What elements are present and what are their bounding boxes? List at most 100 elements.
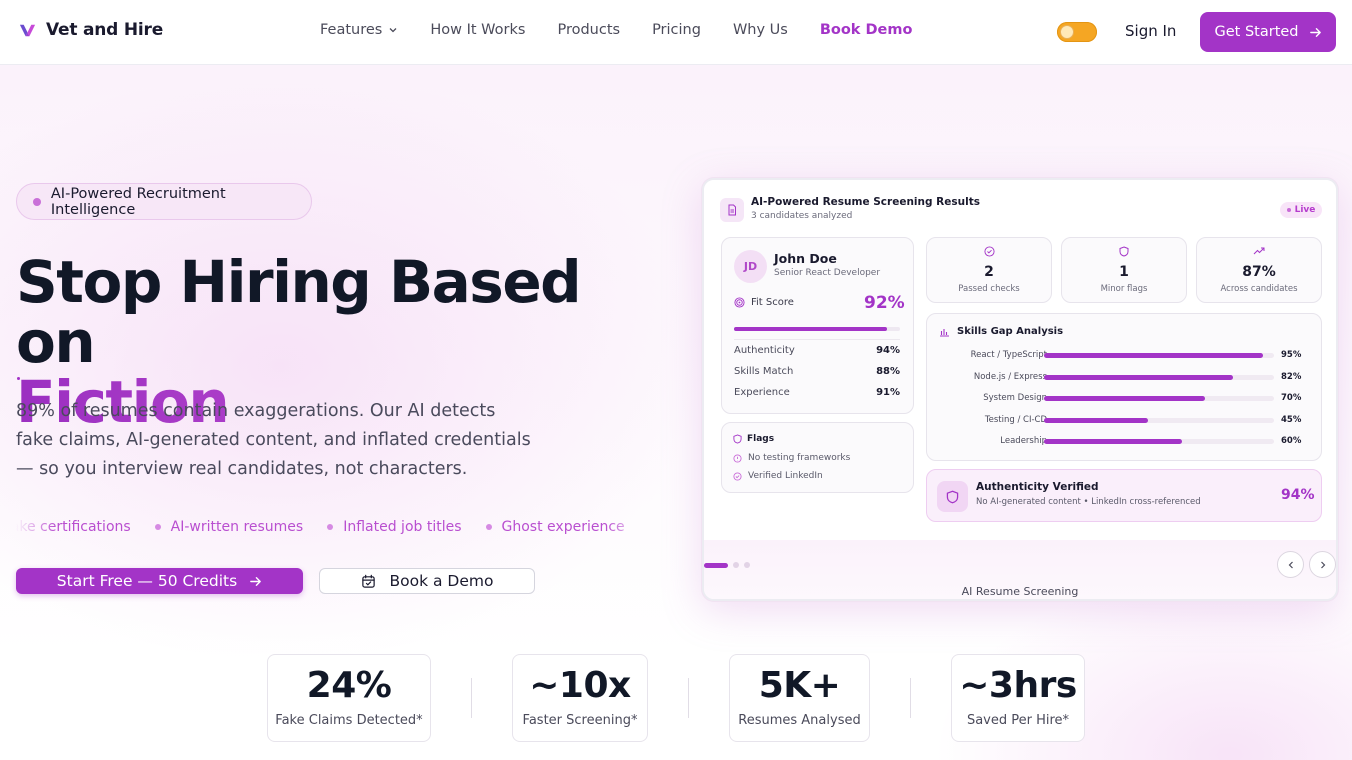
calendar-icon [361, 574, 375, 588]
skill-bar-fill [1044, 417, 1148, 423]
metric-row: Authenticity 94% [734, 345, 900, 356]
book-demo-label: Book a Demo [389, 572, 494, 590]
stat-value: 2 [984, 264, 994, 280]
skill-percent: 95% [1281, 350, 1302, 360]
claims-ticker: Fake certifications AI-written resumes I… [16, 516, 646, 538]
shield-icon [733, 434, 742, 444]
authenticity-card: Authenticity Verified No AI-generated co… [926, 469, 1322, 522]
shield-icon [1062, 246, 1186, 257]
top-nav: Vet and Hire Features How It Works Produ… [0, 0, 1352, 65]
stat-label: Across candidates [1220, 284, 1298, 294]
stat-box-label: Saved Per Hire* [966, 713, 1070, 728]
skill-row: React / TypeScript 95% [939, 350, 1315, 362]
headline-line1: Stop Hiring Based on [16, 248, 582, 376]
metric-label: Authenticity [734, 345, 795, 356]
nav-products[interactable]: Products [557, 22, 621, 38]
target-icon [734, 297, 745, 308]
stat-divider [688, 678, 689, 718]
skill-row: System Design 70% [939, 393, 1315, 405]
skill-name: Leadership [1000, 436, 1047, 446]
carousel-label: AI Resume Screening [961, 585, 1079, 598]
nav-features[interactable]: Features [320, 22, 398, 38]
skill-row: Node.js / Express 82% [939, 372, 1315, 384]
carousel-next-button[interactable] [1309, 551, 1336, 578]
sign-in-link[interactable]: Sign In [1125, 22, 1177, 40]
authenticity-subtitle: No AI-generated content • LinkedIn cross… [976, 497, 1201, 507]
live-dot [1286, 208, 1291, 212]
ticker-track: Fake certifications AI-written resumes I… [16, 519, 646, 535]
stat-box-label: Resumes Analysed [738, 713, 861, 728]
skill-bar-fill [1044, 439, 1182, 444]
fit-score-value: 92% [864, 293, 905, 313]
skill-bar-fill [1044, 353, 1263, 358]
theme-toggle[interactable] [1057, 22, 1097, 42]
avatar: JD [734, 250, 767, 283]
headline-accent: Fiction [16, 372, 676, 432]
skill-bar-track [1044, 417, 1274, 423]
carousel-dot[interactable] [744, 562, 750, 568]
stat-box-value: 5K+ [758, 665, 841, 706]
fit-score-bar [734, 327, 900, 331]
authenticity-value: 94% [1281, 487, 1315, 503]
chevron-down-icon [389, 28, 397, 33]
stat-resumes-analysed: 5K+ Resumes Analysed [729, 654, 870, 742]
flag-item: Verified LinkedIn [733, 471, 823, 481]
stat-box-label: Fake Claims Detected* [275, 713, 423, 728]
authenticity-title: Authenticity Verified [976, 481, 1099, 493]
nav-features-label: Features [320, 22, 383, 38]
ticker-dot [327, 524, 334, 530]
book-demo-button[interactable]: Book a Demo [319, 568, 535, 594]
fit-score-label: Fit Score [734, 297, 794, 308]
carousel-dot[interactable] [733, 562, 739, 568]
stat-box-label: Faster Screening* [522, 713, 638, 728]
vh-logo-icon [19, 24, 36, 36]
carousel-dot-active[interactable] [704, 562, 728, 568]
candidate-role: Senior React Developer [774, 268, 881, 278]
get-started-label: Get Started [1214, 24, 1299, 40]
stat-divider [910, 678, 911, 718]
ticker-item: AI-written resumes [171, 519, 304, 535]
bar-chart-icon [940, 328, 949, 337]
hero-pill-label: AI-Powered Recruitment Intelligence [50, 185, 226, 218]
stat-card-flags: 1 Minor flags [1061, 237, 1187, 303]
flag-text: Verified LinkedIn [748, 471, 823, 481]
skills-title-text: Skills Gap Analysis [957, 326, 1064, 337]
stat-box-value: ~3hrs [959, 665, 1077, 706]
flag-item: No testing frameworks [733, 453, 850, 463]
flag-text: No testing frameworks [748, 453, 851, 463]
ticker-text: Fake certifications [16, 519, 131, 535]
flags-title-text: Flags [747, 434, 775, 444]
hero-headline: Stop Hiring Based on Fiction [16, 252, 676, 432]
nav-book-demo[interactable]: Book Demo [819, 22, 913, 38]
get-started-button[interactable]: Get Started [1200, 12, 1336, 52]
chevron-left-icon [1288, 561, 1293, 568]
skill-name: Node.js / Express [973, 371, 1047, 382]
nav-why-us[interactable]: Why Us [732, 22, 788, 38]
nav-pricing[interactable]: Pricing [652, 22, 701, 38]
dashboard-title: AI-Powered Resume Screening Results [751, 196, 980, 208]
skill-bar-fill [1044, 396, 1205, 401]
carousel-prev-button[interactable] [1277, 551, 1304, 578]
candidate-card[interactable]: JD John Doe Senior React Developer Fit S… [721, 237, 914, 414]
ticker-text: Ghost experience [501, 519, 625, 535]
shield-icon [937, 481, 968, 512]
start-free-button[interactable]: Start Free — 50 Credits [16, 568, 303, 594]
stat-fake-claims: 24% Fake Claims Detected* [267, 654, 431, 742]
arrow-right-icon [1309, 27, 1321, 37]
ticker-item: Ghost experience [502, 519, 625, 535]
check-circle-icon [927, 246, 1051, 257]
metric-value: 94% [876, 345, 900, 356]
brand[interactable]: Vet and Hire [18, 20, 163, 40]
check-circle-icon [733, 471, 742, 481]
skill-name: Testing / CI-CD [984, 414, 1047, 425]
flags-card: Flags No testing frameworks Verified Lin… [721, 422, 914, 493]
skill-percent: 70% [1281, 393, 1302, 403]
stat-faster-screening: ~10x Faster Screening* [512, 654, 648, 742]
ticker-dot [154, 524, 161, 530]
alert-circle-icon [733, 453, 742, 463]
skill-bar-track [1044, 353, 1274, 358]
stat-box-value: ~10x [529, 665, 631, 706]
stat-box-value: 24% [306, 665, 392, 706]
pill-dot [33, 197, 41, 206]
nav-how-it-works[interactable]: How It Works [430, 22, 526, 38]
